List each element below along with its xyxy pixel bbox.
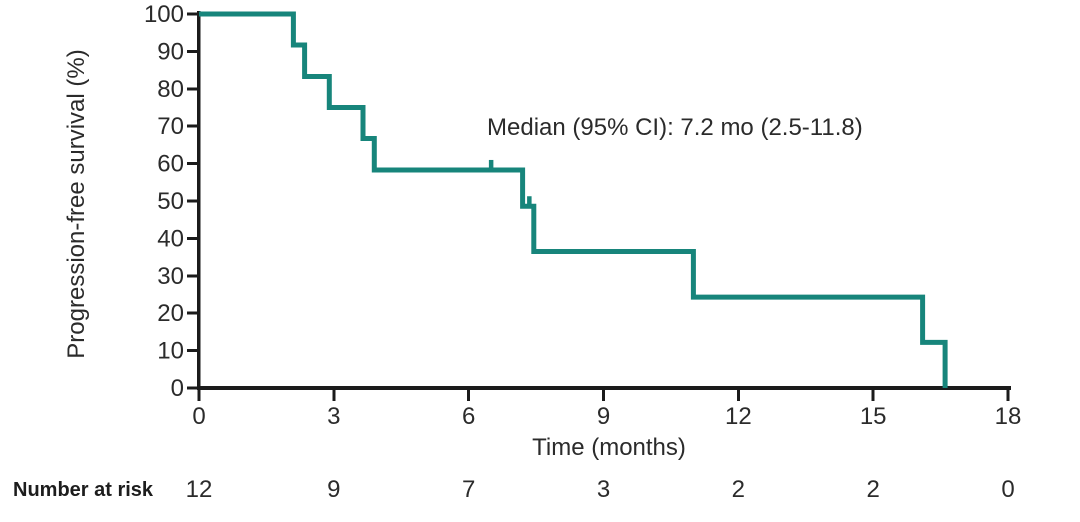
number-at-risk-value: 12 (185, 476, 213, 503)
y-axis-label: Progression-free survival (%) (63, 49, 90, 359)
x-tick-label: 12 (725, 403, 752, 430)
number-at-risk-value: 2 (731, 476, 746, 503)
y-tick-label: 30 (157, 263, 184, 290)
number-at-risk-value: 9 (327, 476, 341, 503)
number-at-risk-value: 0 (1001, 476, 1015, 503)
number-at-risk-label: Number at risk (13, 479, 154, 501)
x-tick-label: 6 (462, 403, 475, 430)
tick-labels: 0 10 20 30 40 50 60 70 80 90 100 0 3 6 9 12 15 18 (144, 1, 1021, 430)
number-at-risk-value: 2 (866, 476, 880, 503)
number-at-risk-value: 7 (461, 476, 476, 503)
number-at-risk-value: 3 (596, 476, 611, 503)
y-tick-label: 90 (157, 38, 184, 65)
x-tick-label: 15 (860, 403, 887, 430)
number-at-risk-row: 12 9 7 3 2 2 0 (0, 476, 1080, 506)
y-tick-label: 20 (157, 300, 184, 327)
axes (187, 11, 1011, 401)
y-tick-label: 100 (144, 1, 184, 28)
y-tick-label: 50 (157, 188, 184, 215)
y-tick-label: 80 (157, 76, 184, 103)
y-tick-label: 60 (157, 151, 184, 178)
y-tick-label: 40 (157, 225, 184, 252)
y-tick-label: 10 (157, 338, 184, 365)
x-tick-label: 9 (597, 403, 610, 430)
y-tick-label: 0 (171, 375, 184, 402)
x-axis-label: Time (months) (532, 434, 686, 461)
x-tick-label: 18 (995, 403, 1022, 430)
median-annotation: Median (95% CI): 7.2 mo (2.5-11.8) (487, 114, 863, 141)
x-tick-label: 0 (192, 403, 205, 430)
x-tick-label: 3 (327, 403, 340, 430)
y-tick-label: 70 (157, 113, 184, 140)
survival-curve (199, 11, 948, 388)
